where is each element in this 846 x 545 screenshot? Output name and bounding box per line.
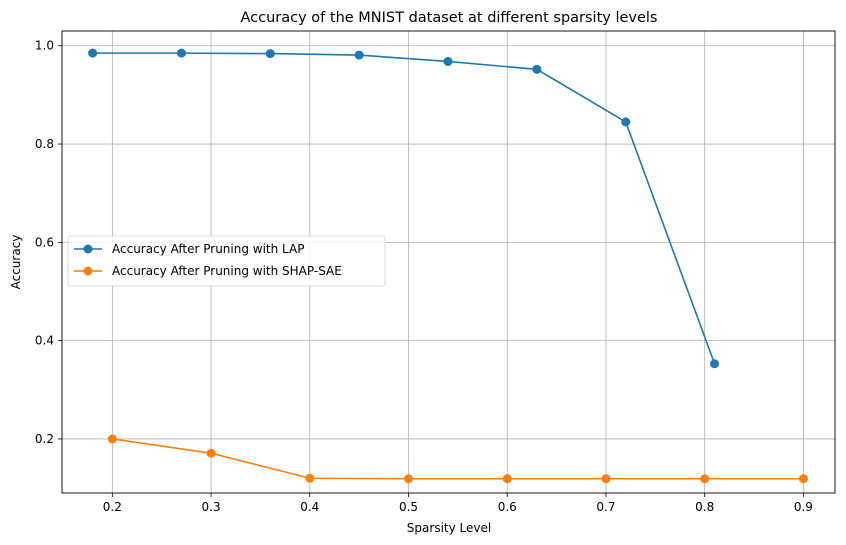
x-tick-label: 0.3 — [202, 500, 221, 514]
y-tick-label: 0.4 — [35, 334, 54, 348]
series-layer — [88, 48, 808, 484]
chart-title: Accuracy of the MNIST dataset at differe… — [240, 10, 657, 26]
x-tick-label: 0.5 — [399, 500, 418, 514]
series-line-1 — [112, 438, 804, 480]
plot-frame — [61, 30, 836, 494]
x-axis-label: Sparsity Level — [407, 521, 491, 535]
y-tick-label: 0.2 — [35, 432, 54, 446]
series-0-point — [354, 50, 364, 60]
series-0-point — [532, 64, 542, 74]
series-0-point — [710, 359, 720, 369]
series-1-point — [502, 474, 512, 484]
series-0-point — [176, 48, 186, 58]
y-axis-ticks: 0.2 0.4 0.6 0.8 1.0 — [35, 39, 62, 446]
legend-marker — [83, 266, 93, 276]
series-0-point — [265, 49, 275, 59]
y-tick-label: 1.0 — [35, 39, 54, 53]
series-line-0 — [92, 52, 716, 365]
y-axis-label: Accuracy — [9, 235, 23, 290]
x-axis-ticks: 0.2 0.3 0.4 0.5 0.6 0.7 0.8 0.9 — [103, 493, 813, 514]
x-tick-label: 0.9 — [794, 500, 813, 514]
series-1-point — [404, 474, 414, 484]
series-1-point — [206, 448, 216, 458]
legend-marker — [83, 244, 93, 254]
y-tick-label: 0.6 — [35, 235, 54, 249]
series-1-point — [700, 474, 710, 484]
x-tick-label: 0.6 — [498, 500, 517, 514]
series-0-point — [621, 117, 631, 127]
legend-label: Accuracy After Pruning with LAP — [112, 242, 304, 256]
y-tick-label: 0.8 — [35, 137, 54, 151]
x-tick-label: 0.2 — [103, 500, 122, 514]
series-1-point — [107, 434, 117, 444]
series-0-point — [88, 48, 98, 58]
x-tick-label: 0.7 — [596, 500, 615, 514]
legend-label: Accuracy After Pruning with SHAP-SAE — [112, 264, 342, 278]
x-tick-label: 0.8 — [695, 500, 714, 514]
legend-box — [67, 235, 386, 287]
series-0-point — [443, 56, 453, 66]
x-tick-label: 0.4 — [300, 500, 319, 514]
series-1-point — [798, 474, 808, 484]
series-1-point — [305, 473, 315, 483]
series-1-point — [601, 474, 611, 484]
legend: Accuracy After Pruning with LAP Accuracy … — [67, 235, 386, 287]
